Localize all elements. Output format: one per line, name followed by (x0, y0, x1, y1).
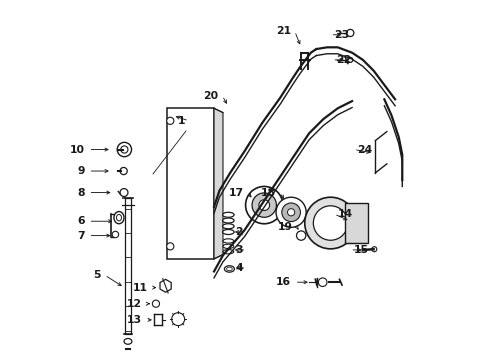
Ellipse shape (222, 229, 234, 234)
Text: 6: 6 (77, 216, 85, 226)
Ellipse shape (124, 338, 132, 344)
Ellipse shape (222, 212, 234, 217)
Circle shape (276, 197, 305, 227)
Circle shape (371, 247, 376, 252)
Bar (344, 203, 367, 243)
Text: 14: 14 (337, 209, 352, 219)
Text: 2: 2 (235, 227, 242, 237)
Circle shape (296, 231, 305, 240)
Circle shape (287, 209, 294, 216)
Circle shape (121, 146, 128, 153)
Circle shape (281, 203, 300, 222)
Text: 20: 20 (203, 91, 218, 101)
Ellipse shape (223, 244, 233, 248)
Polygon shape (214, 108, 223, 259)
Text: 19: 19 (277, 222, 292, 231)
Bar (167, 108, 214, 259)
Text: 18: 18 (261, 188, 276, 198)
Circle shape (117, 142, 131, 157)
Text: 5: 5 (93, 270, 101, 280)
Circle shape (346, 30, 353, 37)
Text: 8: 8 (77, 188, 85, 198)
Ellipse shape (116, 215, 121, 221)
Circle shape (251, 193, 276, 217)
Text: 22: 22 (335, 55, 350, 65)
Text: 3: 3 (235, 245, 242, 255)
Circle shape (258, 200, 269, 211)
Text: 24: 24 (357, 144, 372, 154)
Circle shape (318, 278, 326, 287)
Circle shape (245, 186, 282, 224)
Text: 11: 11 (132, 283, 147, 293)
Text: 15: 15 (353, 245, 368, 255)
Text: 16: 16 (275, 277, 290, 287)
Circle shape (313, 206, 347, 240)
Text: 21: 21 (275, 26, 290, 36)
Circle shape (120, 167, 127, 175)
Text: 7: 7 (77, 231, 85, 240)
Ellipse shape (114, 212, 124, 224)
Text: 23: 23 (333, 30, 349, 40)
Circle shape (304, 197, 356, 249)
Circle shape (171, 313, 184, 325)
Text: 12: 12 (127, 299, 142, 309)
Circle shape (347, 57, 352, 62)
Ellipse shape (223, 249, 233, 254)
Text: 9: 9 (77, 166, 85, 176)
Text: 1: 1 (178, 116, 185, 126)
Ellipse shape (223, 239, 233, 243)
Circle shape (166, 243, 174, 250)
Circle shape (112, 231, 119, 238)
Text: 17: 17 (228, 188, 244, 198)
Text: 13: 13 (127, 315, 142, 325)
Ellipse shape (226, 267, 232, 271)
Text: 10: 10 (70, 144, 85, 154)
Text: 4: 4 (235, 263, 242, 273)
Ellipse shape (224, 266, 234, 272)
Circle shape (166, 117, 174, 125)
Circle shape (152, 300, 159, 307)
Ellipse shape (222, 218, 234, 223)
Ellipse shape (222, 224, 234, 229)
